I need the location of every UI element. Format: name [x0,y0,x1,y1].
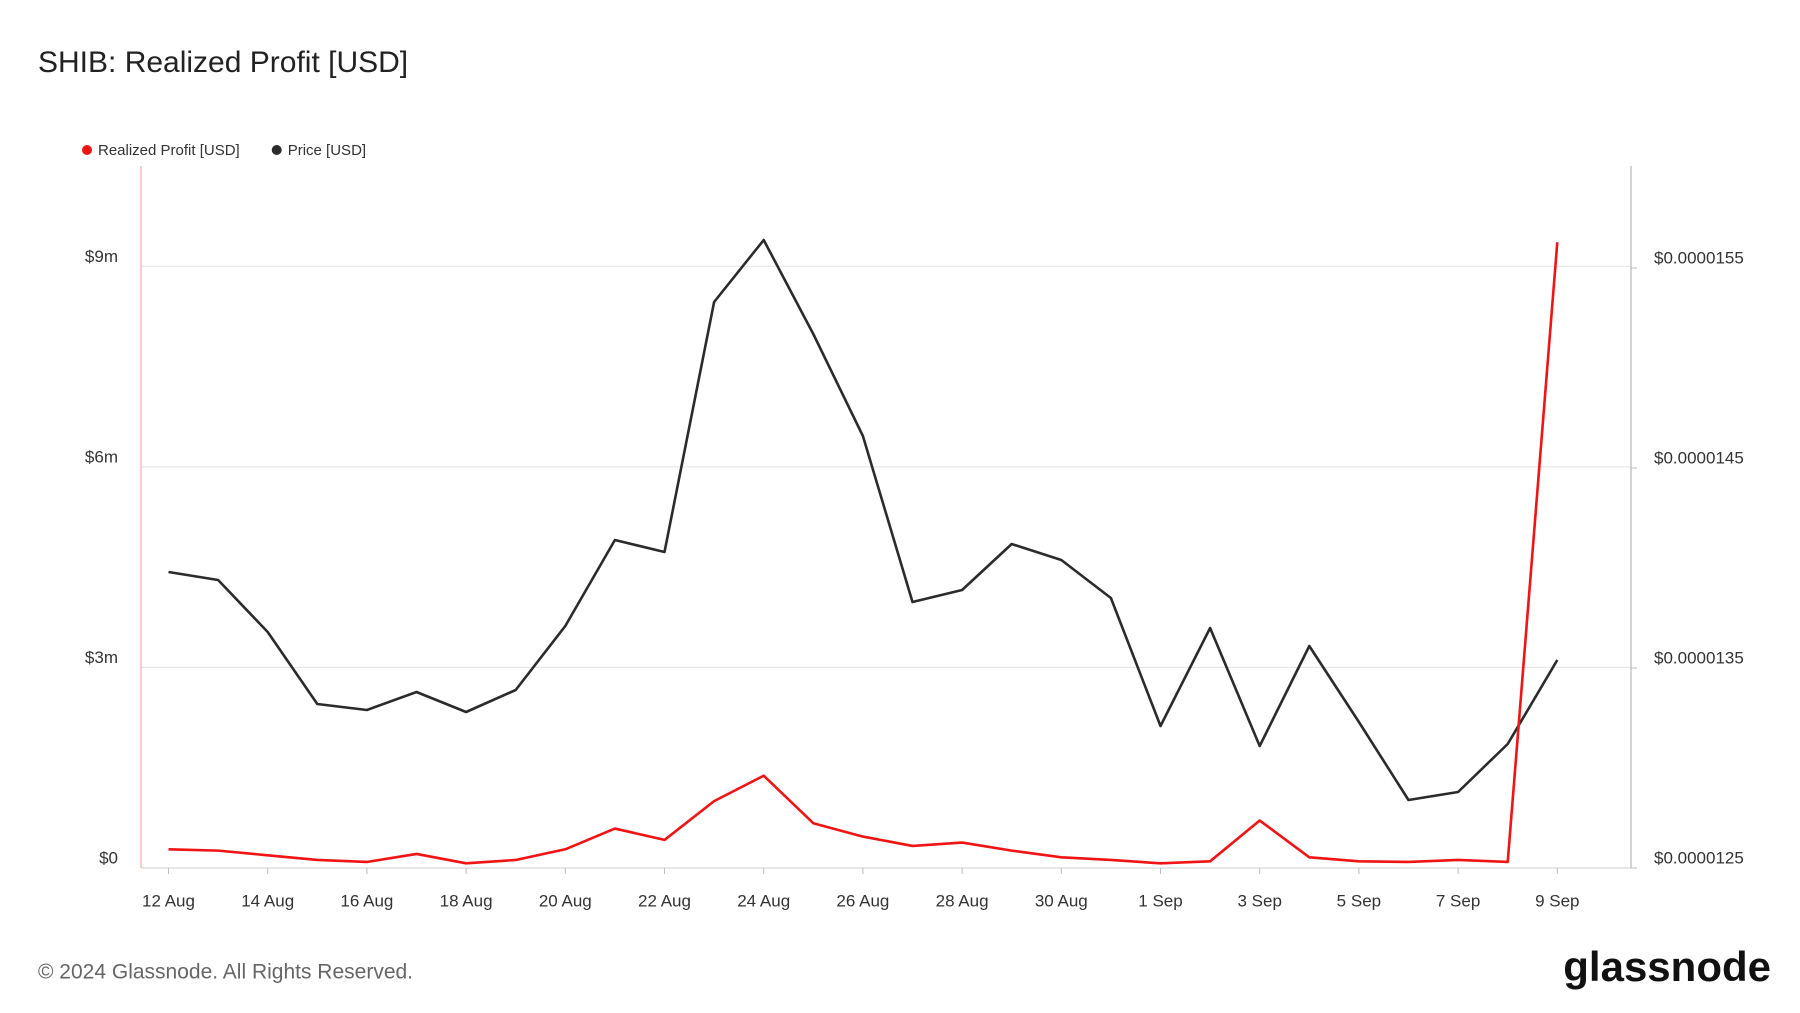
x-tick-label: 1 Sep [1138,891,1182,910]
x-tick-label: 24 Aug [737,891,790,910]
x-tick-label: 18 Aug [440,891,493,910]
legend-label: Realized Profit [USD] [98,142,240,159]
x-tick-label: 14 Aug [241,891,294,910]
x-tick-label: 22 Aug [638,891,691,910]
y-tick-label: $3m [85,648,118,667]
legend-label: Price [USD] [288,142,366,159]
x-tick-label: 12 Aug [142,891,195,910]
series-line [168,242,1559,865]
chart-title: SHIB: Realized Profit [USD] [38,46,408,79]
x-tick-label: 26 Aug [836,891,889,910]
x-tick-label: 7 Sep [1436,891,1480,910]
y2-tick-label: $0.0000125 [1654,848,1744,867]
x-tick-label: 9 Sep [1535,891,1579,910]
y-tick-label: $6m [85,447,118,466]
x-tick-label: 5 Sep [1337,891,1381,910]
x-tick-label: 20 Aug [539,891,592,910]
y2-tick-label: $0.0000145 [1654,448,1744,467]
y2-tick-label: $0.0000135 [1654,648,1744,667]
x-tick-label: 3 Sep [1237,891,1281,910]
x-tick-label: 30 Aug [1035,891,1088,910]
y-tick-label: $9m [85,247,118,266]
legend-marker [271,145,282,155]
x-tick-label: 16 Aug [340,891,393,910]
legend-marker [82,145,92,155]
x-tick-label: 28 Aug [936,891,989,910]
brand-logo: glassnode [1563,943,1771,990]
y2-tick-label: $0.0000155 [1654,248,1744,267]
series-line [168,238,1559,802]
y-tick-label: $0 [99,848,118,867]
footer: © 2024 Glassnode. All Rights Reserved. [38,961,413,984]
